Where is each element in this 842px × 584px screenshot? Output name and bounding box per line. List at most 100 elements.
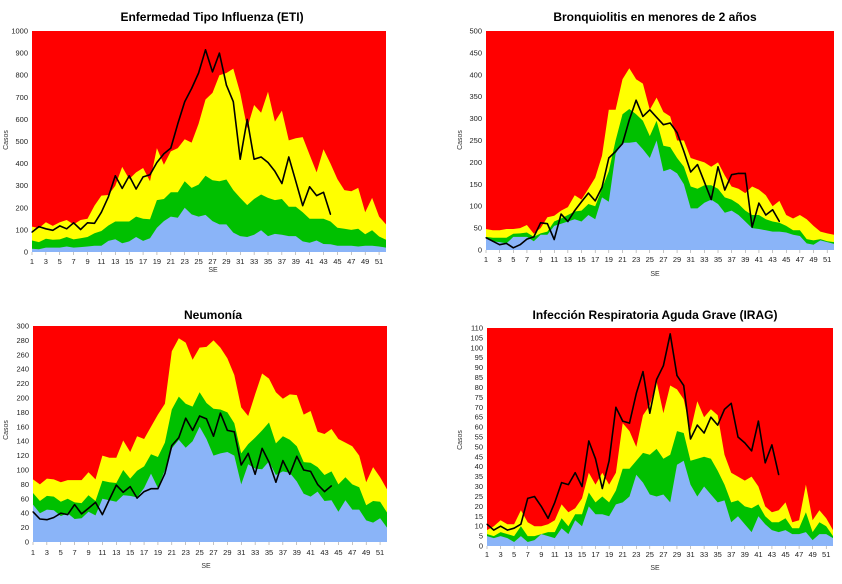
current-year-point <box>211 71 214 73</box>
current-year-point <box>170 147 172 149</box>
x-tick-label: 35 <box>264 257 272 266</box>
x-tick-label: 3 <box>45 548 49 557</box>
current-year-point <box>316 195 318 197</box>
current-year-point <box>94 501 97 503</box>
y-tick-label: 65 <box>475 413 483 422</box>
current-year-point <box>274 170 276 172</box>
current-year-point <box>232 101 234 103</box>
x-tick-label: 11 <box>551 550 559 559</box>
x-tick-label: 11 <box>99 548 107 557</box>
current-year-point <box>710 416 712 418</box>
y-tick-label: 45 <box>475 452 483 461</box>
y-tick-label: 400 <box>469 70 482 79</box>
current-year-point <box>772 209 774 211</box>
current-year-point <box>519 244 521 246</box>
x-tick-label: 9 <box>86 548 90 557</box>
y-tick-label: 80 <box>475 383 483 392</box>
x-tick-label: 39 <box>741 255 749 264</box>
current-year-point <box>574 210 576 212</box>
current-year-point <box>635 392 637 394</box>
x-tick-label: 45 <box>782 255 790 264</box>
x-tick-label: 31 <box>687 255 695 264</box>
x-axis-label: SE <box>650 565 660 572</box>
x-tick-label: 1 <box>30 257 34 266</box>
x-tick-label: 19 <box>605 550 613 559</box>
x-tick-label: 23 <box>632 255 640 264</box>
y-tick-label: 5 <box>479 532 483 541</box>
success-zone-area <box>32 207 386 252</box>
current-year-point <box>717 424 719 426</box>
success-zone-area <box>487 460 833 546</box>
current-year-point <box>505 242 508 244</box>
x-tick-label: 15 <box>125 257 133 266</box>
current-year-point <box>492 240 494 242</box>
current-year-point <box>520 523 522 525</box>
x-tick-label: 33 <box>251 548 259 557</box>
x-tick-label: 51 <box>823 255 831 264</box>
current-year-point <box>261 447 263 449</box>
current-year-point <box>730 402 732 404</box>
current-year-point <box>239 158 241 160</box>
x-tick-label: 27 <box>659 255 667 264</box>
y-tick-label: 95 <box>475 353 483 362</box>
x-tick-label: 37 <box>727 550 735 559</box>
y-tick-label: 15 <box>475 512 483 521</box>
x-tick-label: 49 <box>361 257 369 266</box>
current-year-point <box>500 525 502 527</box>
current-year-point <box>233 431 235 433</box>
x-tick-label: 35 <box>714 255 722 264</box>
y-tick-label: 160 <box>16 422 29 431</box>
y-tick-label: 300 <box>15 181 28 190</box>
current-year-point <box>656 378 658 381</box>
x-tick-label: 33 <box>700 550 708 559</box>
y-tick-label: 25 <box>475 492 483 501</box>
current-year-point <box>73 222 75 224</box>
x-tick-label: 29 <box>673 550 681 559</box>
current-year-point <box>330 485 333 487</box>
current-year-point <box>254 473 256 475</box>
x-tick-label: 33 <box>250 257 258 266</box>
y-tick-label: 35 <box>475 472 483 481</box>
current-year-point <box>260 156 262 158</box>
x-tick-label: 5 <box>58 257 62 266</box>
current-year-point <box>512 247 514 249</box>
x-tick-label: 11 <box>98 257 106 266</box>
x-tick-label: 5 <box>512 550 516 559</box>
y-tick-label: 1000 <box>11 27 28 36</box>
y-tick-label: 0 <box>478 246 482 255</box>
current-year-point <box>212 435 215 437</box>
current-year-point <box>191 87 193 90</box>
x-tick-label: 37 <box>279 548 287 557</box>
current-year-point <box>656 116 658 118</box>
current-year-point <box>60 512 62 514</box>
chart-3: 0 20 40 60 80 100 120 140 160 180 200 220 240 260 280 3… <box>3 308 387 570</box>
current-year-point <box>282 460 284 462</box>
y-tick-label: 110 <box>471 324 483 333</box>
x-tick-label: 23 <box>632 550 640 559</box>
y-tick-label: 600 <box>15 115 28 124</box>
y-tick-label: 70 <box>475 403 483 412</box>
y-tick-label: 50 <box>474 224 482 233</box>
current-year-point <box>322 191 325 193</box>
x-tick-label: 45 <box>781 550 789 559</box>
x-tick-label: 23 <box>182 548 190 557</box>
y-tick-label: 400 <box>15 159 28 168</box>
x-tick-label: 15 <box>126 548 134 557</box>
x-tick-label: 3 <box>44 257 48 266</box>
current-year-point <box>527 497 529 499</box>
x-tick-label: 1 <box>31 548 35 557</box>
x-tick-label: 23 <box>181 257 189 266</box>
current-year-point <box>533 495 536 498</box>
current-year-point <box>295 180 297 182</box>
x-tick-label: 15 <box>577 255 585 264</box>
current-year-point <box>676 375 678 377</box>
y-tick-label: 250 <box>469 136 482 145</box>
x-tick-label: 43 <box>320 548 328 557</box>
current-year-point <box>157 488 159 490</box>
current-year-point <box>198 72 200 74</box>
current-year-point <box>594 458 597 460</box>
x-tick-label: 43 <box>319 257 327 266</box>
y-tick-label: 200 <box>15 203 28 212</box>
current-year-point <box>45 228 47 230</box>
current-year-point <box>649 412 651 414</box>
